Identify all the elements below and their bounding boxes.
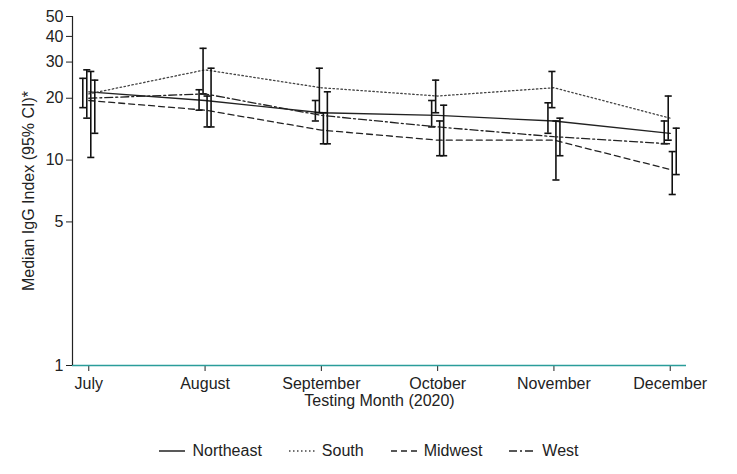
svg-text:Testing Month (2020): Testing Month (2020) [304,392,454,409]
svg-text:30: 30 [46,53,64,70]
svg-text:5: 5 [55,213,64,230]
html-text:West: West [542,442,579,459]
svg-text:July: July [75,375,103,392]
svg-text:December: December [633,375,707,392]
html-text:Midwest: Midwest [423,442,483,459]
svg-text:August: August [180,375,230,392]
svg-text:November: November [517,375,591,392]
svg-text:40: 40 [46,28,64,45]
svg-text:10: 10 [46,151,64,168]
svg-text:50: 50 [46,8,64,25]
svg-text:Median IgG Index (95% CI)*: Median IgG Index (95% CI)* [20,91,37,291]
svg-text:September: September [282,375,361,392]
html-text:South: South [321,442,364,459]
svg-text:October: October [409,375,467,392]
html-text:Northeast: Northeast [192,442,262,459]
svg-text:1: 1 [55,357,64,374]
svg-text:20: 20 [46,89,64,106]
